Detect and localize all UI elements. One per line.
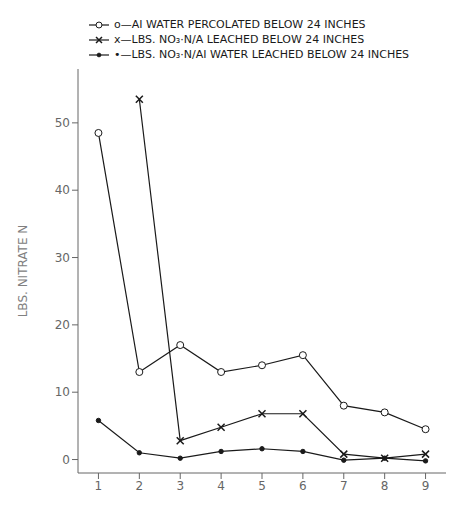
html-text:x—LBS. NO₃·N/A LEACHED BELOW 2: x—LBS. NO₃·N/A LEACHED BELOW 24 INCHES — [114, 33, 365, 46]
svg-text:5: 5 — [258, 479, 266, 493]
svg-text:10: 10 — [55, 385, 70, 399]
svg-text:0: 0 — [62, 453, 70, 467]
svg-text:30: 30 — [55, 251, 70, 265]
svg-text:8: 8 — [381, 479, 389, 493]
svg-text:40: 40 — [55, 183, 70, 197]
html-text:o—AI WATER PERCOLATED BELOW 24: o—AI WATER PERCOLATED BELOW 24 INCHES — [114, 18, 366, 31]
svg-text:1: 1 — [95, 479, 103, 493]
html-text:•—LBS. NO₃·N/AI WATER LEACHED: •—LBS. NO₃·N/AI WATER LEACHED BELOW 24 I… — [114, 48, 410, 61]
svg-text:4: 4 — [217, 479, 225, 493]
svg-text:2: 2 — [136, 479, 144, 493]
svg-text:20: 20 — [55, 318, 70, 332]
svg-text:7: 7 — [340, 479, 348, 493]
svg-text:6: 6 — [299, 479, 307, 493]
svg-text:LBS. NITRATE N: LBS. NITRATE N — [16, 225, 30, 318]
svg-text:9: 9 — [422, 479, 430, 493]
svg-text:3: 3 — [176, 479, 184, 493]
svg-text:50: 50 — [55, 116, 70, 130]
